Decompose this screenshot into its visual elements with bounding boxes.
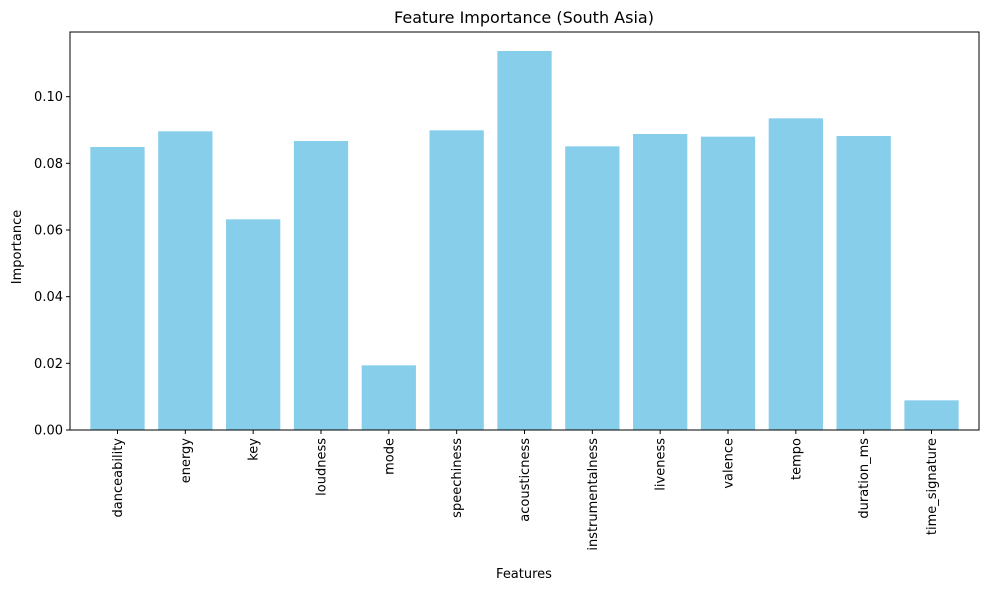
x-tick-label: energy [179, 438, 194, 484]
y-tick-label: 0.02 [34, 357, 63, 372]
x-tick-label: key [247, 438, 262, 461]
bar-tempo [768, 118, 823, 430]
chart-title: Feature Importance (South Asia) [394, 8, 654, 27]
x-tick-label: liveness [654, 438, 669, 491]
y-tick-label: 0.04 [34, 290, 63, 305]
bar-loudness [293, 141, 349, 430]
bar-energy [158, 131, 213, 431]
bar-danceability [90, 147, 145, 430]
bar-speechiness [429, 130, 484, 431]
y-tick-label: 0.06 [34, 224, 63, 239]
y-tick-label: 0.08 [34, 157, 63, 172]
x-tick-label: mode [382, 438, 397, 475]
x-tick-label: speechiness [450, 438, 465, 518]
x-tick-label: loudness [314, 438, 329, 496]
x-tick-label: duration_ms [857, 438, 872, 519]
bar-instrumentalness [565, 146, 620, 431]
x-tick-label: valence [722, 438, 737, 489]
bar-valence [700, 136, 756, 430]
bar-mode [361, 365, 416, 430]
x-axis: danceability energy key loudness mode speechi… [111, 430, 940, 551]
x-tick-label: tempo [789, 438, 804, 480]
y-tick-label: 0.10 [34, 90, 63, 105]
bar-liveness [633, 134, 688, 430]
bar-acousticness [497, 51, 552, 430]
plot-frame [69, 31, 980, 431]
x-tick-label: time_signature [925, 438, 940, 535]
x-tick-label: acousticness [518, 438, 533, 522]
y-axis-label: Importance [10, 210, 25, 285]
x-tick-label: danceability [111, 438, 126, 518]
y-axis: 0.00 0.02 0.04 0.06 0.08 0.10 [34, 90, 70, 439]
y-tick-label: 0.00 [34, 424, 63, 439]
bar-duration_ms [836, 136, 891, 430]
bar-time_signature [904, 400, 959, 430]
bar-key [226, 219, 281, 430]
x-tick-label: instrumentalness [586, 438, 601, 551]
x-axis-label: Features [496, 567, 552, 582]
bars-group [90, 51, 959, 431]
